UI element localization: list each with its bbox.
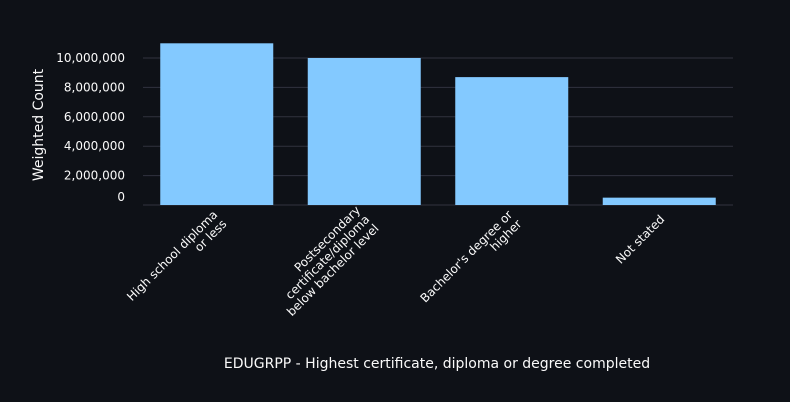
x-tick-label: High school diplomaor less [124, 208, 229, 313]
y-tick-label: 6,000,000 [64, 110, 125, 124]
bar[interactable] [602, 197, 716, 205]
bar[interactable] [455, 77, 569, 205]
y-tick-label: 0 [117, 190, 125, 204]
y-tick-label: 10,000,000 [56, 51, 125, 65]
x-tick-label-line: certificate/diploma [283, 212, 373, 302]
svg-text:Postsecondarycertificate/diplo: Postsecondarycertificate/diplomabelow ba… [266, 203, 382, 319]
x-axis-title: EDUGRPP - Highest certificate, diploma o… [224, 356, 650, 372]
bar[interactable] [307, 58, 421, 205]
svg-text:Bachelor's degree orhigher: Bachelor's degree orhigher [417, 208, 524, 315]
y-tick-label: 2,000,000 [64, 169, 125, 183]
x-tick-label: Not stated [613, 212, 667, 266]
y-tick-label: 4,000,000 [64, 139, 125, 153]
x-axis-ticks: High school diplomaor less Postsecondaryc… [124, 203, 667, 319]
bar[interactable] [160, 43, 274, 205]
y-axis-title: Weighted Count [31, 68, 47, 181]
bars [160, 43, 716, 205]
svg-text:High school diplomaor less: High school diplomaor less [124, 208, 229, 313]
y-axis-ticks: 0 2,000,000 4,000,000 6,000,000 8,000,000 10,… [56, 51, 125, 204]
x-tick-label: Postsecondarycertificate/diplomabelow ba… [266, 203, 382, 319]
x-tick-label-line: Bachelor's degree or [417, 208, 515, 306]
x-tick-label: Bachelor's degree orhigher [417, 208, 524, 315]
y-tick-label: 8,000,000 [64, 80, 125, 94]
svg-text:Not stated: Not stated [613, 212, 667, 266]
x-tick-label-line: Not stated [613, 212, 667, 266]
x-tick-label-line: High school diploma [124, 208, 220, 304]
